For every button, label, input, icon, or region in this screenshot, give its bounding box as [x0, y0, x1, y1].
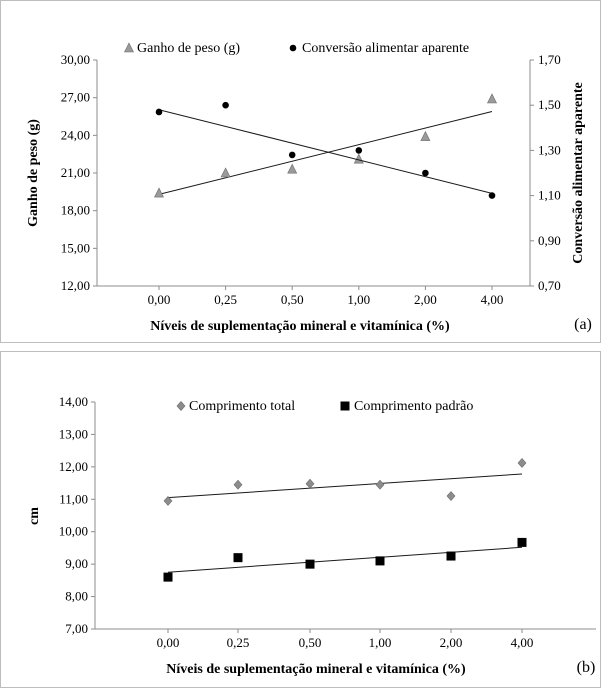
- x-tick-label: 4,00: [481, 292, 504, 307]
- x-tick-label: 1,00: [347, 292, 370, 307]
- panel-b-frame: [0, 351, 601, 688]
- data-point: [420, 130, 431, 141]
- trendline: [158, 109, 493, 194]
- data-point: [488, 192, 496, 199]
- data-point: [287, 163, 298, 174]
- y-right-tick-label: 1,70: [538, 52, 561, 67]
- data-point: [305, 559, 315, 569]
- panel-b-chart: 7,00 8,00 9,00 10,00 11,00 12,00 13,00 14,00 0,0…: [27, 394, 596, 677]
- legend-label: Comprimento total: [189, 399, 295, 414]
- y-tick-label: 10,00: [59, 524, 88, 539]
- data-point: [222, 101, 229, 109]
- y-tick-label: 15,00: [61, 240, 90, 255]
- data-point: [487, 93, 497, 104]
- data-point: [305, 478, 315, 489]
- legend-marker: [176, 401, 186, 411]
- legend-marker: [124, 42, 134, 53]
- x-axis-title: Níveis de suplementação mineral e vitamí…: [166, 662, 466, 677]
- y-right-tick-label: 1,10: [538, 188, 561, 203]
- panel-a-chart: 12,00 15,00 18,00 21,00 24,00 27,00 30,00 0,70 0…: [26, 41, 592, 334]
- trendline: [158, 110, 493, 195]
- y-right-tick-label: 0,90: [538, 233, 561, 248]
- legend-marker: [340, 401, 350, 411]
- y-tick-label: 7,00: [65, 621, 88, 636]
- y-axis-title: cm: [27, 507, 42, 525]
- data-point: [154, 187, 164, 198]
- data-point: [517, 537, 527, 547]
- x-tick-label: 2,00: [414, 292, 437, 307]
- data-point: [163, 572, 173, 582]
- data-point: [422, 169, 429, 177]
- trendline: [167, 473, 523, 499]
- y-tick-label: 27,00: [61, 90, 90, 105]
- legend-label: Ganho de peso (g): [137, 41, 240, 56]
- data-point: [446, 491, 456, 501]
- data-point: [220, 167, 231, 178]
- data-point: [446, 551, 456, 561]
- data-point: [517, 458, 527, 468]
- y-right-tick-label: 1,50: [538, 97, 561, 112]
- y-tick-label: 18,00: [61, 203, 90, 218]
- y-tick-label: 8,00: [65, 589, 88, 604]
- panel-label: (a): [574, 316, 592, 333]
- legend-marker: [289, 44, 297, 52]
- data-point: [355, 147, 363, 154]
- data-point: [163, 495, 173, 506]
- x-tick-label: 2,00: [440, 635, 463, 650]
- data-point: [375, 479, 385, 490]
- x-tick-label: 0,25: [227, 635, 250, 650]
- y-right-tick-label: 1,30: [538, 142, 561, 157]
- y-axis-right-title: Conversão alimentar aparente: [571, 82, 586, 263]
- y-right-tick-label: 0,70: [538, 278, 561, 293]
- x-tick-label: 0,50: [299, 635, 322, 650]
- x-tick-label: 0,00: [157, 635, 180, 650]
- legend-label: Conversão alimentar aparente: [302, 41, 469, 56]
- x-tick-label: 0,25: [214, 292, 237, 307]
- legend-label: Comprimento padrão: [354, 399, 473, 414]
- y-tick-label: 11,00: [59, 491, 88, 506]
- data-point: [375, 556, 385, 566]
- x-tick-label: 0,00: [148, 292, 171, 307]
- x-tick-label: 4,00: [511, 635, 534, 650]
- y-tick-label: 13,00: [59, 426, 88, 441]
- y-tick-label: 14,00: [59, 394, 88, 409]
- y-tick-label: 21,00: [61, 165, 90, 180]
- data-point: [288, 151, 296, 159]
- y-tick-label: 12,00: [59, 459, 88, 474]
- y-axis-title: Ganho de peso (g): [26, 119, 41, 227]
- trendline: [167, 546, 523, 573]
- panel-a-frame: [0, 0, 601, 343]
- x-axis-title: Níveis de suplementação mineral e vitamí…: [150, 319, 450, 334]
- panel-label: (b): [577, 659, 596, 676]
- y-tick-label: 24,00: [61, 127, 90, 142]
- y-tick-label: 12,00: [61, 278, 90, 293]
- data-point: [233, 479, 243, 490]
- data-point: [155, 108, 163, 116]
- y-tick-label: 30,00: [61, 52, 90, 67]
- data-point: [233, 553, 243, 563]
- x-tick-label: 0,50: [281, 292, 304, 307]
- x-tick-label: 1,00: [369, 635, 392, 650]
- y-tick-label: 9,00: [65, 556, 88, 571]
